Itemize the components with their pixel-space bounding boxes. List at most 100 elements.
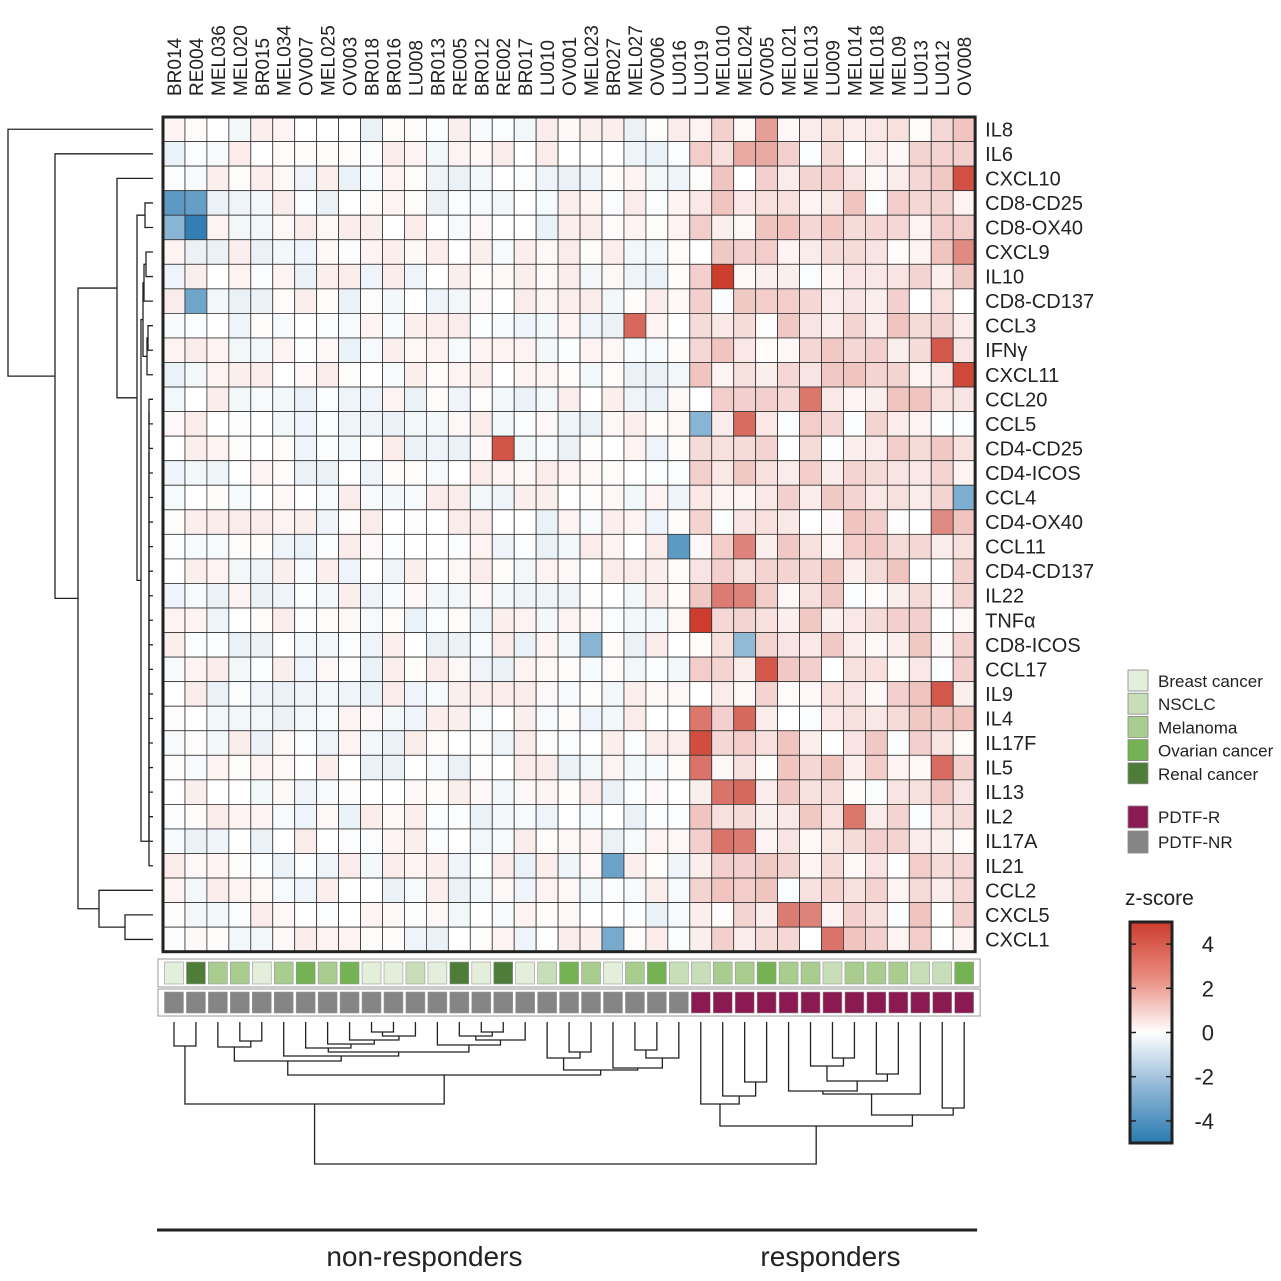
- heatmap-cell: [294, 165, 318, 192]
- heatmap-cell: [272, 607, 296, 633]
- heatmap-cell: [865, 754, 888, 781]
- column-label-re005: RE005: [450, 38, 471, 96]
- heatmap-cell: [733, 853, 757, 879]
- heatmap-cell: [799, 877, 822, 903]
- heatmap-cell: [360, 804, 383, 830]
- heatmap-cell: [425, 583, 449, 609]
- heatmap-cell: [491, 705, 515, 732]
- row-label-il10: IL10: [985, 267, 1024, 289]
- heatmap-cell: [579, 877, 603, 903]
- heatmap-cell: [579, 141, 603, 167]
- column-label-mel014: MEL014: [845, 25, 866, 96]
- heatmap-cell: [579, 435, 603, 462]
- heatmap-cell: [689, 362, 713, 388]
- heatmap-cell: [799, 754, 822, 781]
- heatmap-cell: [469, 484, 493, 511]
- cancer-type-legend: Breast cancer NSCLC Melanoma Ovarian cancer…: [1127, 669, 1274, 785]
- heatmap-cell: [513, 583, 537, 609]
- cancer-type-cell: [778, 961, 799, 985]
- heatmap-cell: [228, 362, 252, 388]
- heatmap-cell: [557, 779, 581, 805]
- heatmap-cell: [601, 312, 625, 339]
- heatmap-cell: [360, 386, 383, 412]
- heatmap-cell: [228, 853, 252, 879]
- heatmap-cell: [404, 730, 427, 756]
- heatmap-cell: [865, 509, 888, 535]
- heatmap-cell: [667, 779, 691, 805]
- heatmap-cell: [425, 337, 449, 363]
- heatmap-cell: [360, 632, 383, 658]
- heatmap-cell: [513, 239, 537, 265]
- heatmap-cell: [711, 116, 735, 142]
- heatmap-cell: [799, 337, 822, 363]
- row-label-il17f: IL17F: [985, 733, 1036, 755]
- heatmap-cell: [930, 730, 954, 756]
- heatmap-cell: [579, 853, 603, 879]
- heatmap-cell: [689, 779, 713, 805]
- heatmap-cell: [360, 828, 383, 854]
- heatmap-cell: [952, 705, 976, 732]
- heatmap-cell: [601, 754, 625, 781]
- heatmap-cell: [491, 435, 515, 462]
- heatmap-cell: [316, 460, 339, 486]
- heatmap-cell: [404, 926, 427, 953]
- row-label-cxcl11: CXCL11: [985, 365, 1059, 387]
- heatmap-cell: [799, 362, 822, 388]
- heatmap-cell: [930, 607, 954, 633]
- heatmap-cell: [535, 484, 559, 511]
- heatmap-cell: [294, 116, 318, 142]
- heatmap-cell: [952, 460, 976, 486]
- column-label-mel036: MEL036: [209, 25, 230, 96]
- heatmap-cell: [908, 926, 932, 953]
- heatmap-cell: [338, 730, 361, 756]
- heatmap-cell: [447, 312, 471, 339]
- heatmap-cell: [843, 337, 866, 363]
- heatmap-cell: [667, 288, 691, 314]
- heatmap-cell: [886, 435, 910, 462]
- heatmap-cell: [228, 411, 252, 437]
- row-label-il2: IL2: [985, 807, 1013, 829]
- heatmap-cell: [952, 607, 976, 633]
- response-cell: [252, 991, 272, 1014]
- heatmap-cell: [338, 853, 361, 879]
- heatmap-cell: [799, 214, 822, 241]
- response-legend: PDTF-R PDTF-NR: [1127, 805, 1233, 854]
- heatmap-cell: [601, 141, 625, 167]
- heatmap-cell: [908, 632, 932, 658]
- column-label-lu009: LU009: [823, 40, 844, 96]
- heatmap-cell: [447, 730, 471, 756]
- heatmap-cell: [733, 902, 757, 928]
- heatmap-cell: [338, 263, 361, 290]
- heatmap-cell: [579, 583, 603, 609]
- heatmap-cell: [184, 681, 208, 707]
- heatmap-cell: [162, 165, 186, 192]
- heatmap-cell: [338, 239, 361, 265]
- row-label-ccl17: CCL17: [985, 659, 1047, 681]
- heatmap-cell: [316, 779, 339, 805]
- heatmap-cell: [447, 656, 471, 683]
- heatmap-cell: [491, 312, 515, 339]
- row-label-ccl20: CCL20: [985, 389, 1047, 411]
- heatmap-cell: [272, 902, 296, 928]
- cancer-type-cell: [866, 961, 887, 985]
- heatmap-cell: [250, 435, 274, 462]
- heatmap-cell: [404, 460, 427, 486]
- heatmap-cell: [184, 779, 208, 805]
- row-label-il17a: IL17A: [985, 831, 1038, 853]
- heatmap-cell: [865, 116, 888, 142]
- heatmap-cell: [491, 853, 515, 879]
- heatmap-cell: [843, 263, 866, 290]
- dendrogram-link: [480, 1022, 504, 1033]
- heatmap-cell: [799, 141, 822, 167]
- heatmap-cell: [821, 632, 844, 658]
- response-cell: [712, 991, 733, 1014]
- heatmap-cell: [338, 509, 361, 535]
- heatmap-cell: [294, 877, 318, 903]
- dendrogram-link: [239, 1022, 263, 1042]
- heatmap-cell: [360, 607, 383, 633]
- heatmap-cell: [535, 902, 559, 928]
- heatmap-cell: [250, 337, 274, 363]
- heatmap-cell: [513, 754, 537, 781]
- heatmap-cell: [952, 337, 976, 363]
- heatmap-cell: [425, 362, 449, 388]
